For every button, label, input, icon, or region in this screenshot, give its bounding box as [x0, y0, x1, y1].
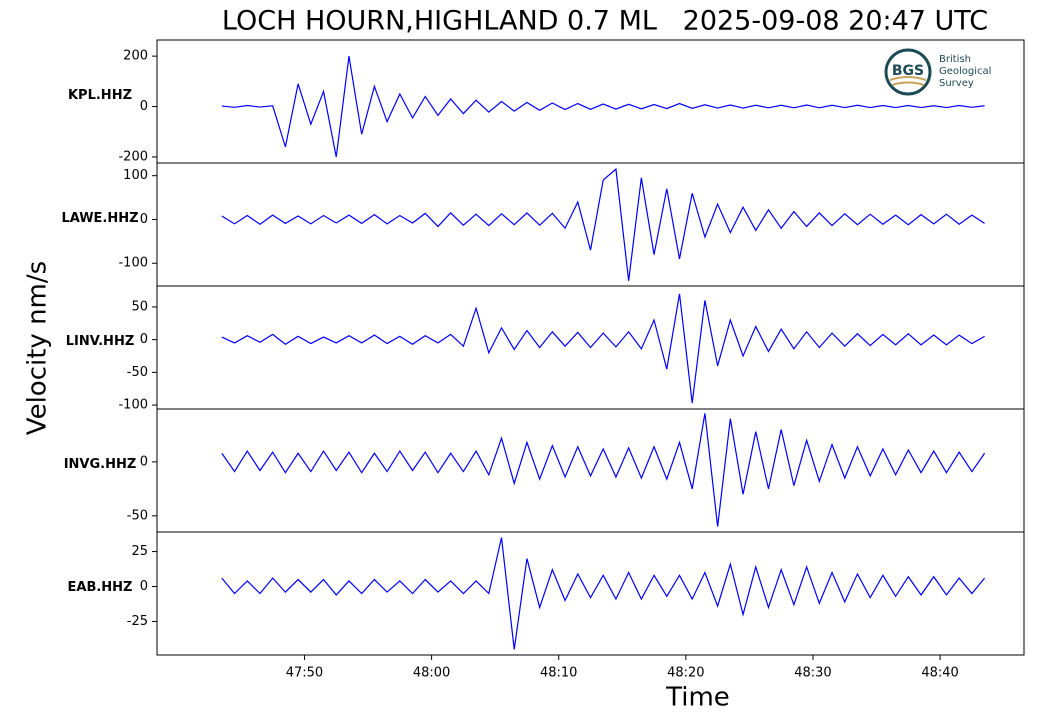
y-tick-label: -200	[118, 149, 148, 164]
station-label: LINV.HHZ	[66, 334, 135, 349]
y-tick-label: 100	[123, 168, 148, 183]
logo-text: Geological	[939, 66, 991, 77]
station-label: INVG.HHZ	[64, 457, 137, 472]
logo-text: Survey	[939, 78, 974, 89]
logo: BGS British Geological Survey	[884, 48, 991, 96]
logo-waves	[889, 76, 927, 86]
waveform	[221, 413, 986, 527]
y-tick-label: 25	[131, 544, 148, 559]
x-tick-label: 48:20	[667, 666, 704, 681]
x-tick-label: 48:00	[413, 666, 450, 681]
y-tick-label: 200	[123, 49, 148, 64]
x-tick-label: 47:50	[286, 666, 323, 681]
waveform	[221, 56, 985, 158]
station-label: LAWE.HHZ	[61, 211, 138, 226]
y-tick-label: 0	[140, 454, 148, 469]
station-label: KPL.HHZ	[68, 88, 132, 103]
x-tick-label: 48:30	[794, 666, 831, 681]
logo-abbr: BGS	[892, 63, 924, 79]
y-tick-label: 0	[140, 99, 148, 114]
y-tick-label: -25	[127, 614, 148, 629]
station-label: EAB.HHZ	[68, 580, 133, 595]
x-tick-label: 48:10	[540, 666, 577, 681]
y-tick-label: 0	[140, 212, 148, 227]
waveform	[221, 167, 985, 281]
waveform	[221, 293, 985, 404]
x-axis-label: Time	[665, 683, 730, 713]
y-tick-label: -50	[127, 508, 148, 523]
waveform	[221, 537, 986, 650]
y-axis-label: Velocity nm/s	[23, 261, 53, 435]
logo-text: British	[939, 54, 971, 65]
chart-title: LOCH HOURN,HIGHLAND 0.7 ML 2025-09-08 20…	[222, 6, 988, 37]
y-tick-label: -100	[118, 256, 148, 271]
panel-frame	[156, 531, 1025, 656]
y-tick-label: 0	[140, 332, 148, 347]
x-tick-label: 48:40	[921, 666, 958, 681]
y-tick-label: 0	[140, 579, 148, 594]
y-tick-label: 50	[131, 299, 148, 314]
y-tick-label: -100	[118, 398, 148, 413]
y-tick-label: -50	[127, 365, 148, 380]
